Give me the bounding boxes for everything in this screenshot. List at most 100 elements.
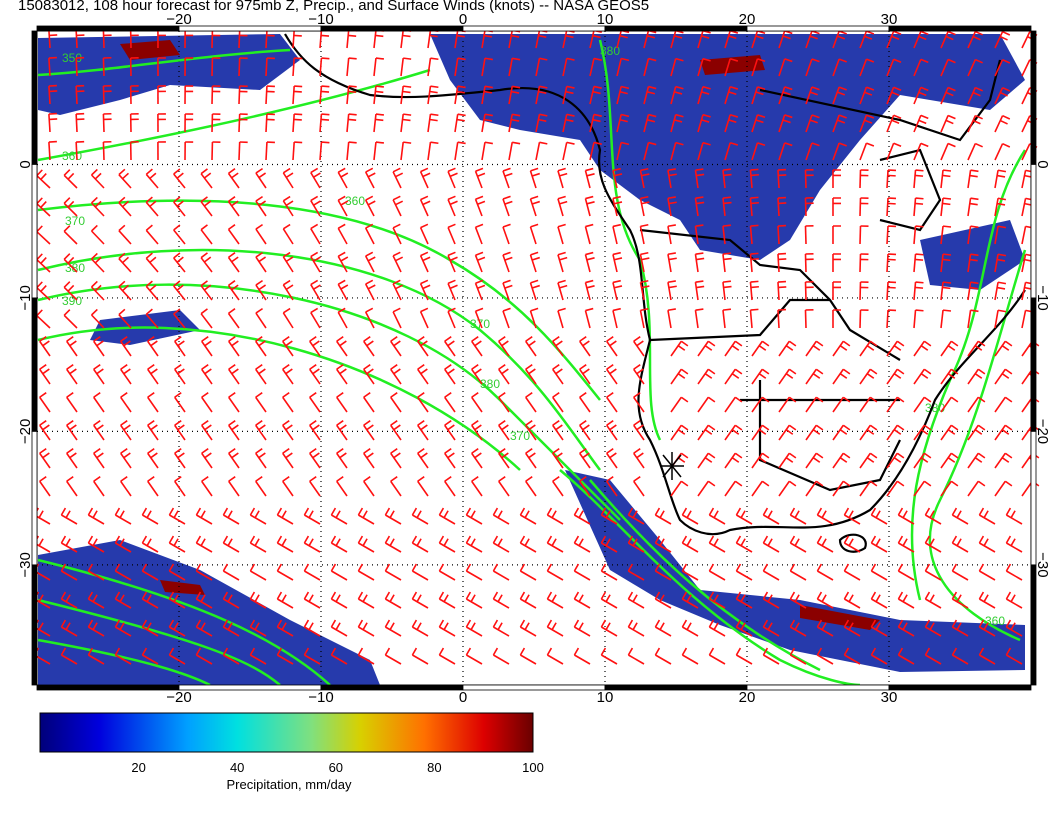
wind-barb bbox=[390, 448, 402, 469]
wind-barb bbox=[643, 85, 657, 105]
wind-barb bbox=[227, 168, 240, 189]
wind-barb bbox=[75, 112, 85, 133]
lon-tick-label-top: 20 bbox=[739, 11, 756, 28]
wind-barb bbox=[804, 196, 814, 217]
wind-barb bbox=[951, 535, 969, 553]
height-contour bbox=[37, 283, 621, 521]
wind-barb bbox=[913, 253, 924, 273]
wind-barb bbox=[859, 281, 869, 301]
wind-barb bbox=[529, 167, 541, 189]
wind-barb bbox=[228, 336, 240, 357]
wind-barb bbox=[627, 591, 645, 609]
wind-barb bbox=[310, 251, 321, 273]
wind-barb bbox=[694, 224, 704, 245]
wind-barb bbox=[681, 647, 699, 665]
wind-barb bbox=[184, 141, 194, 161]
wind-barb bbox=[859, 86, 875, 105]
wind-barb bbox=[762, 591, 780, 609]
wind-barb bbox=[804, 308, 814, 329]
wind-barb bbox=[195, 619, 213, 637]
wind-barb bbox=[859, 142, 875, 161]
wind-barb bbox=[722, 168, 732, 189]
wind-barb bbox=[967, 58, 983, 77]
wind-barb bbox=[525, 420, 537, 441]
wind-barb bbox=[36, 197, 51, 217]
wind-barb bbox=[184, 113, 194, 133]
wind-barb bbox=[751, 452, 770, 469]
wind-barb bbox=[39, 336, 51, 357]
wind-barb bbox=[562, 141, 575, 161]
wind-barb bbox=[102, 84, 112, 105]
wind-barb bbox=[36, 309, 51, 329]
wind-barb bbox=[93, 336, 105, 357]
wind-barb bbox=[330, 647, 348, 665]
wind-barb bbox=[141, 591, 159, 609]
wind-barb bbox=[174, 420, 186, 441]
wind-barb bbox=[282, 223, 294, 245]
frame-bar-right bbox=[1030, 297, 1037, 432]
frame-bar-left bbox=[31, 297, 38, 432]
wind-barb bbox=[697, 480, 716, 497]
wind-barb bbox=[886, 480, 905, 497]
wind-barb bbox=[438, 591, 456, 609]
wind-barb bbox=[805, 142, 820, 161]
wind-barb bbox=[978, 591, 996, 609]
wind-barb bbox=[357, 563, 375, 581]
wind-barb bbox=[48, 84, 58, 105]
wind-barb bbox=[751, 340, 770, 357]
wind-barb bbox=[951, 591, 969, 609]
wind-barb bbox=[546, 563, 564, 581]
wind-barb bbox=[118, 308, 132, 329]
wind-barb bbox=[222, 647, 240, 665]
wind-barb bbox=[292, 57, 303, 77]
wind-barb bbox=[805, 480, 824, 497]
wind-barb bbox=[886, 396, 905, 413]
wind-barb bbox=[552, 448, 564, 469]
wind-barb bbox=[129, 85, 139, 105]
coastline bbox=[639, 228, 901, 361]
wind-barb bbox=[346, 85, 357, 105]
wind-barb bbox=[697, 424, 716, 441]
wind-barb bbox=[994, 253, 1007, 273]
wind-barb bbox=[238, 85, 248, 105]
wind-barb bbox=[120, 476, 132, 497]
wind-barb bbox=[120, 364, 132, 385]
wind-barb bbox=[36, 225, 51, 245]
wind-barb bbox=[606, 336, 618, 357]
wind-barb bbox=[886, 142, 902, 161]
wind-barb bbox=[228, 364, 240, 385]
wind-barb bbox=[87, 591, 105, 609]
colorbar-label: Precipitation, mm/day bbox=[227, 777, 352, 792]
wind-barb bbox=[373, 85, 384, 105]
wind-barb bbox=[90, 280, 105, 301]
wind-barb bbox=[363, 336, 375, 357]
wind-barb bbox=[200, 280, 213, 301]
wind-barb bbox=[390, 392, 402, 413]
wind-barb bbox=[227, 196, 240, 217]
wind-barb bbox=[832, 368, 851, 385]
wind-barb bbox=[508, 141, 521, 161]
wind-barb bbox=[778, 58, 793, 77]
wind-barb bbox=[502, 307, 511, 329]
wind-barb bbox=[697, 452, 716, 469]
wind-barb bbox=[612, 223, 621, 245]
wind-barb bbox=[724, 396, 743, 413]
wind-barb bbox=[967, 114, 983, 133]
wind-barb bbox=[427, 85, 439, 105]
wind-barb bbox=[778, 396, 797, 413]
wind-barb bbox=[400, 141, 412, 161]
wind-barb bbox=[384, 647, 402, 665]
wind-barb bbox=[87, 535, 105, 553]
wind-barb bbox=[519, 563, 537, 581]
wind-barb bbox=[967, 309, 979, 329]
wind-barb bbox=[282, 167, 294, 189]
wind-barb bbox=[913, 281, 924, 301]
frame-bar-left bbox=[31, 164, 38, 299]
wind-barb bbox=[805, 368, 824, 385]
wind-barb bbox=[994, 368, 1013, 385]
wind-barb bbox=[390, 364, 402, 385]
wind-barb bbox=[492, 535, 510, 553]
wind-barb bbox=[201, 420, 213, 441]
wind-barb bbox=[292, 85, 303, 105]
wind-barb bbox=[749, 196, 759, 217]
